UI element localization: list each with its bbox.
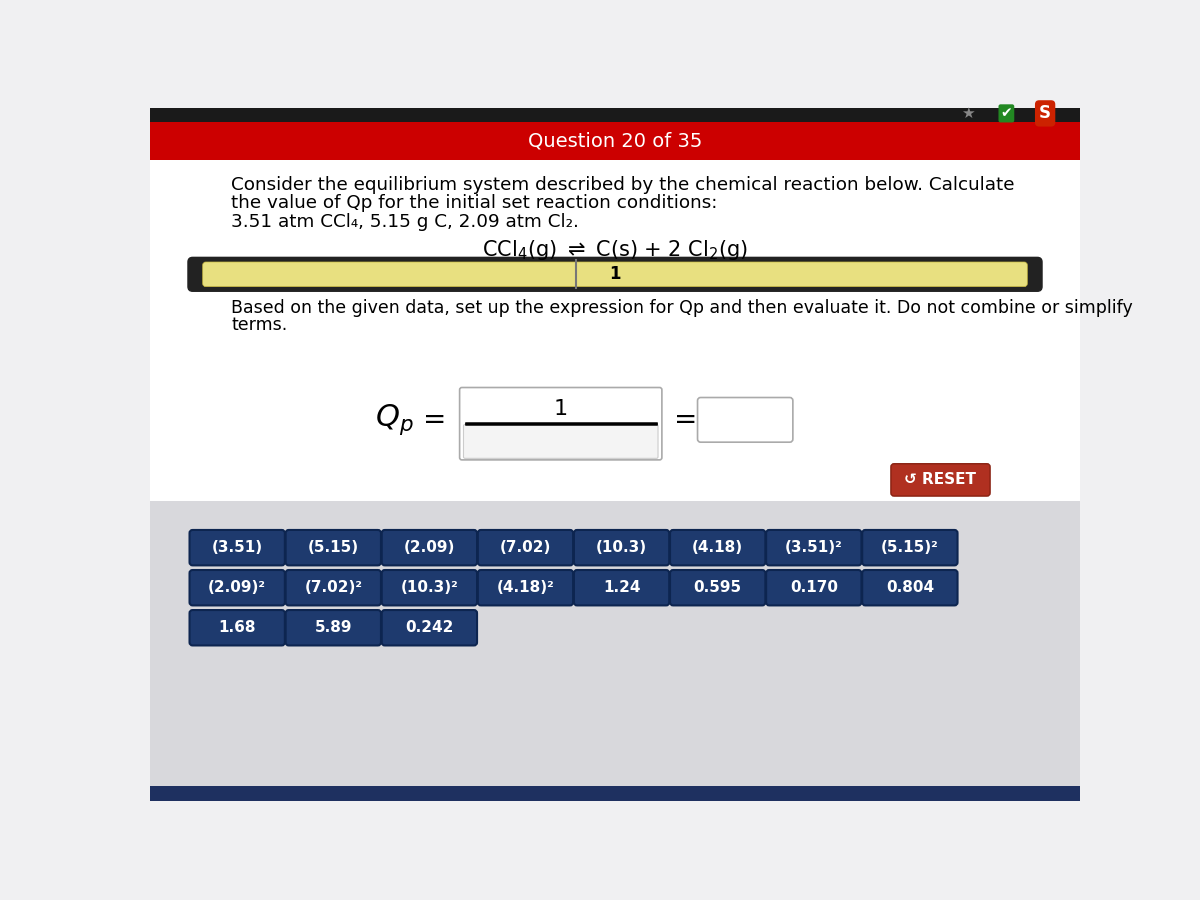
- FancyBboxPatch shape: [286, 610, 380, 645]
- Text: 1: 1: [610, 266, 620, 284]
- FancyBboxPatch shape: [190, 570, 284, 606]
- FancyBboxPatch shape: [190, 610, 284, 645]
- Text: 0.242: 0.242: [406, 620, 454, 635]
- FancyBboxPatch shape: [203, 262, 1027, 286]
- Text: 0.804: 0.804: [886, 580, 934, 595]
- Text: =: =: [422, 406, 446, 434]
- FancyBboxPatch shape: [697, 398, 793, 442]
- Text: (2.09): (2.09): [403, 540, 455, 555]
- FancyBboxPatch shape: [382, 610, 478, 645]
- Text: Question 20 of 35: Question 20 of 35: [528, 131, 702, 150]
- Text: CCl$_4$(g) $\rightleftharpoons$ C(s) + 2 Cl$_2$(g): CCl$_4$(g) $\rightleftharpoons$ C(s) + 2…: [482, 238, 748, 263]
- FancyBboxPatch shape: [460, 388, 662, 460]
- Text: (10.3)²: (10.3)²: [401, 580, 458, 595]
- Text: Consider the equilibrium system described by the chemical reaction below. Calcul: Consider the equilibrium system describe…: [232, 176, 1015, 194]
- Text: S: S: [1039, 104, 1051, 122]
- Text: (5.15)²: (5.15)²: [881, 540, 938, 555]
- FancyBboxPatch shape: [766, 570, 862, 606]
- Text: 1.68: 1.68: [218, 620, 256, 635]
- FancyBboxPatch shape: [150, 500, 1080, 786]
- Text: Based on the given data, set up the expression for Qp and then evaluate it. Do n: Based on the given data, set up the expr…: [232, 299, 1133, 317]
- Text: (7.02): (7.02): [499, 540, 551, 555]
- Text: =: =: [673, 406, 697, 434]
- Text: (2.09)²: (2.09)²: [208, 580, 266, 595]
- FancyBboxPatch shape: [286, 530, 380, 565]
- FancyBboxPatch shape: [382, 570, 478, 606]
- Text: (4.18)²: (4.18)²: [497, 580, 554, 595]
- FancyBboxPatch shape: [670, 530, 766, 565]
- Text: 1.24: 1.24: [602, 580, 641, 595]
- Text: (10.3): (10.3): [596, 540, 647, 555]
- FancyBboxPatch shape: [766, 530, 862, 565]
- Text: (7.02)²: (7.02)²: [305, 580, 362, 595]
- FancyBboxPatch shape: [478, 570, 574, 606]
- Text: (3.51): (3.51): [211, 540, 263, 555]
- Text: 0.595: 0.595: [694, 580, 742, 595]
- FancyBboxPatch shape: [478, 530, 574, 565]
- FancyBboxPatch shape: [890, 464, 990, 496]
- Text: (3.51)²: (3.51)²: [785, 540, 842, 555]
- FancyBboxPatch shape: [863, 530, 958, 565]
- FancyBboxPatch shape: [188, 257, 1042, 292]
- Text: ↺ RESET: ↺ RESET: [905, 472, 977, 488]
- FancyBboxPatch shape: [863, 570, 958, 606]
- FancyBboxPatch shape: [463, 425, 658, 458]
- FancyBboxPatch shape: [286, 570, 380, 606]
- FancyBboxPatch shape: [150, 108, 1080, 122]
- Text: (4.18): (4.18): [692, 540, 743, 555]
- FancyBboxPatch shape: [150, 122, 1080, 160]
- FancyBboxPatch shape: [574, 530, 670, 565]
- Text: the value of Qp for the initial set reaction conditions:: the value of Qp for the initial set reac…: [232, 194, 718, 212]
- Text: $Q_p$: $Q_p$: [374, 402, 413, 437]
- FancyBboxPatch shape: [574, 570, 670, 606]
- Text: (5.15): (5.15): [307, 540, 359, 555]
- Text: terms.: terms.: [232, 316, 288, 334]
- Text: 5.89: 5.89: [314, 620, 352, 635]
- Text: 1: 1: [553, 399, 568, 419]
- FancyBboxPatch shape: [150, 160, 1080, 500]
- Text: ✔: ✔: [1001, 106, 1012, 121]
- FancyBboxPatch shape: [150, 786, 1080, 801]
- Text: 3.51 atm CCl₄, 5.15 g C, 2.09 atm Cl₂.: 3.51 atm CCl₄, 5.15 g C, 2.09 atm Cl₂.: [232, 213, 580, 231]
- FancyBboxPatch shape: [190, 530, 284, 565]
- FancyBboxPatch shape: [670, 570, 766, 606]
- FancyBboxPatch shape: [382, 530, 478, 565]
- Text: 0.170: 0.170: [790, 580, 838, 595]
- Text: ★: ★: [961, 106, 974, 121]
